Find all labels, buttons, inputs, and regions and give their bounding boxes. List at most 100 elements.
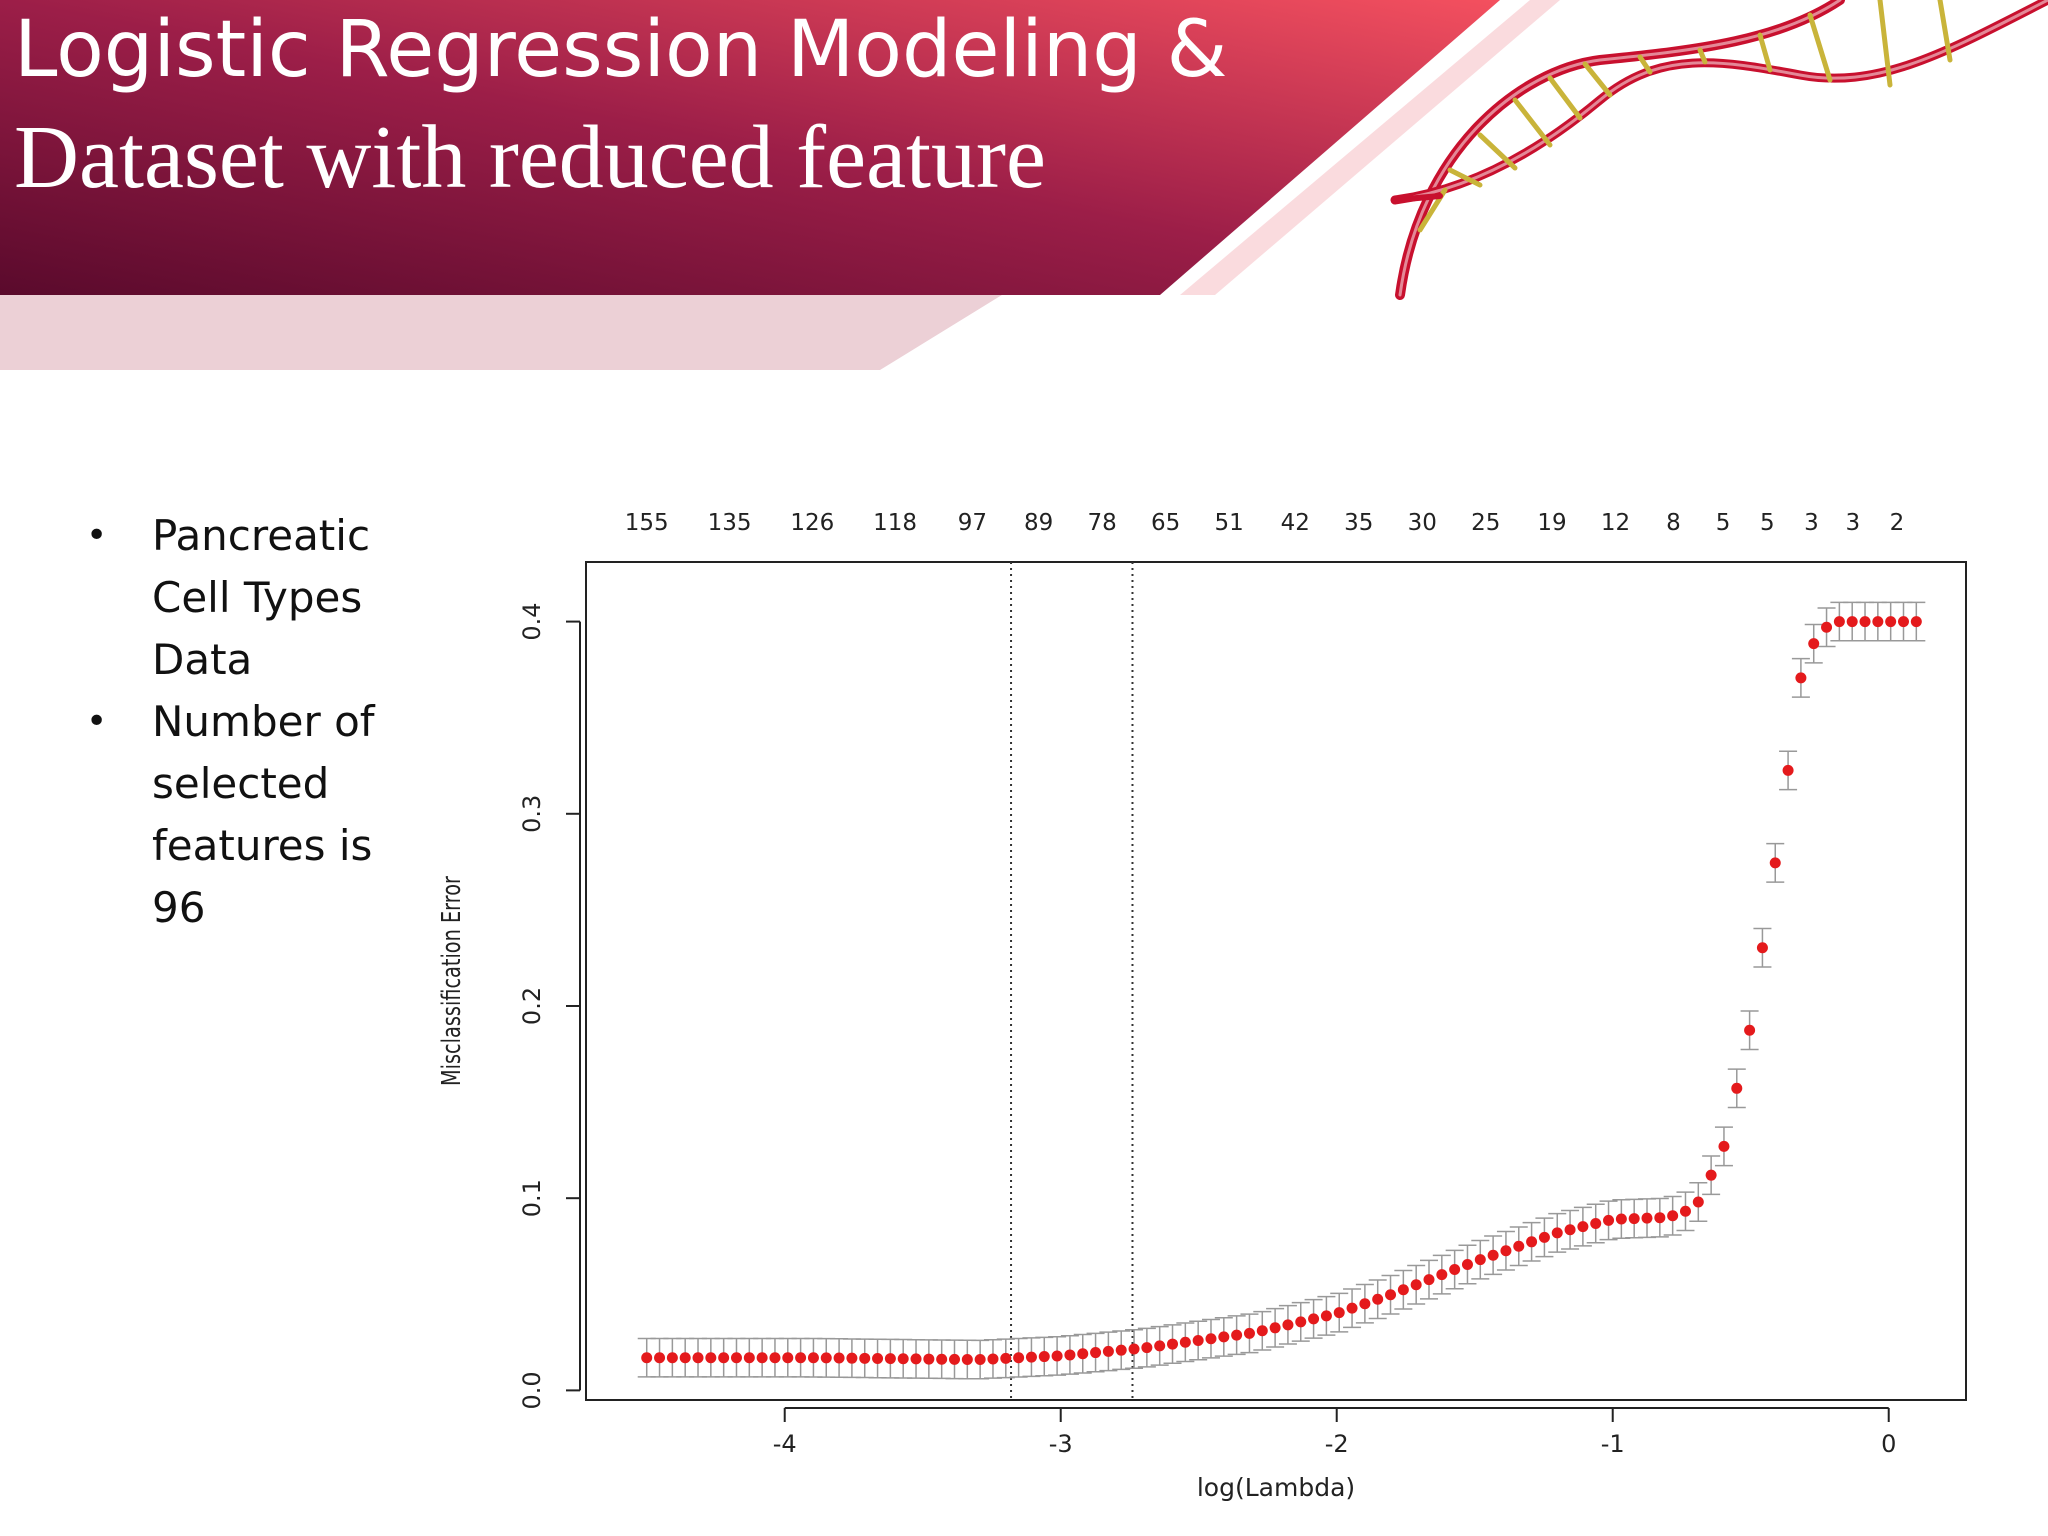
data-point (730, 1352, 742, 1364)
error-bars (637, 601, 1926, 1380)
data-point (1218, 1331, 1230, 1343)
data-point (1179, 1336, 1191, 1348)
bullet-list: • Pancreatic Cell Types Data • Number of… (80, 505, 412, 939)
data-point (1115, 1344, 1127, 1356)
data-point (1872, 616, 1884, 628)
data-point (1269, 1322, 1281, 1334)
data-point (641, 1352, 653, 1364)
data-point (1102, 1345, 1114, 1357)
data-point (1064, 1349, 1076, 1361)
data-point (1167, 1338, 1179, 1350)
data-point (936, 1353, 948, 1365)
data-points (641, 616, 1922, 1366)
data-point (1346, 1302, 1358, 1314)
data-point (1897, 616, 1909, 628)
data-point (1590, 1217, 1602, 1229)
x-tick-label: -4 (773, 1430, 797, 1458)
data-point (1205, 1333, 1217, 1345)
data-point (872, 1352, 884, 1364)
data-point (1795, 672, 1807, 684)
data-point (910, 1353, 922, 1365)
top-axis-label: 51 (1214, 510, 1243, 536)
data-point (974, 1354, 986, 1366)
data-point (1538, 1231, 1550, 1243)
data-point (1603, 1214, 1615, 1226)
data-point (1513, 1240, 1525, 1252)
bullet-text: Number of selected features is 96 (152, 697, 375, 932)
top-axis-label: 25 (1471, 510, 1500, 536)
data-point (1487, 1249, 1499, 1261)
top-axis-label: 19 (1537, 510, 1566, 536)
top-axis-feature-counts: 155 135 126 118 97 89 78 65 51 42 35 30 25 19 12 8 5 5 3 3 2 (625, 510, 1905, 536)
data-point (1679, 1205, 1691, 1217)
data-point (1718, 1140, 1730, 1152)
top-axis-label: 65 (1151, 510, 1180, 536)
x-tick-label: -1 (1601, 1430, 1625, 1458)
data-point (692, 1352, 704, 1364)
data-point (1231, 1329, 1243, 1341)
chart: -4 -3 -2 -1 0 0.0 0.1 0.2 0.3 0.4 155 135 126 118 97… (437, 510, 1967, 1502)
data-point (1295, 1316, 1307, 1328)
data-point (1192, 1334, 1204, 1346)
data-point (1013, 1352, 1025, 1364)
bullet-dot: • (86, 515, 108, 556)
data-point (1385, 1289, 1397, 1301)
data-point (1782, 764, 1794, 776)
y-tick-label: 0.4 (518, 602, 546, 640)
dna-helix-image (1390, 0, 2048, 300)
data-point (961, 1354, 973, 1366)
data-point (897, 1353, 909, 1365)
slide-title-line-2: Dataset with reduced feature (14, 108, 1046, 207)
data-point (1667, 1210, 1679, 1222)
data-point (782, 1352, 794, 1364)
data-point (884, 1353, 896, 1365)
data-point (1449, 1264, 1461, 1276)
data-point (1397, 1284, 1409, 1296)
x-tick-label: -2 (1325, 1430, 1349, 1458)
data-point (1372, 1293, 1384, 1305)
data-point (1846, 616, 1858, 628)
data-point (679, 1352, 691, 1364)
data-point (1859, 616, 1871, 628)
top-axis-label: 126 (790, 510, 834, 536)
data-point (1051, 1350, 1063, 1362)
data-point (1564, 1224, 1576, 1236)
top-axis-label: 5 (1716, 510, 1731, 536)
top-axis-label: 155 (625, 510, 669, 536)
top-axis-label: 118 (873, 510, 917, 536)
bullet-text: Pancreatic Cell Types Data (152, 511, 371, 684)
data-point (987, 1353, 999, 1365)
y-tick-label: 0.2 (518, 987, 546, 1025)
top-axis-label: 2 (1890, 510, 1905, 536)
data-point (1615, 1213, 1627, 1225)
data-point (807, 1352, 819, 1364)
data-point (1500, 1245, 1512, 1257)
data-point (1141, 1342, 1153, 1354)
data-point (769, 1352, 781, 1364)
x-axis-label: log(Lambda) (1197, 1473, 1355, 1502)
data-point (1692, 1196, 1704, 1208)
data-point (1000, 1352, 1012, 1364)
data-point (666, 1352, 678, 1364)
data-point (859, 1352, 871, 1364)
data-point (1038, 1351, 1050, 1363)
top-axis-label: 35 (1344, 510, 1373, 536)
bullet-item: • Pancreatic Cell Types Data (80, 505, 412, 691)
data-point (1808, 638, 1820, 650)
data-point (1654, 1212, 1666, 1224)
top-axis-label: 5 (1760, 510, 1775, 536)
y-axis-label: Misclassification Error (437, 876, 467, 1086)
data-point (820, 1352, 832, 1364)
top-axis-label: 135 (708, 510, 752, 536)
slide-title-line-1: Logistic Regression Modeling & (14, 5, 1228, 95)
data-point (1077, 1348, 1089, 1360)
y-tick-label: 0.1 (518, 1179, 546, 1217)
data-point (1821, 621, 1833, 633)
data-point (846, 1352, 858, 1364)
header-banner (0, 0, 2048, 370)
data-point (1090, 1347, 1102, 1359)
data-point (654, 1352, 666, 1364)
top-axis-label: 12 (1601, 510, 1630, 536)
y-tick-label: 0.0 (518, 1371, 546, 1409)
data-point (1744, 1024, 1756, 1036)
